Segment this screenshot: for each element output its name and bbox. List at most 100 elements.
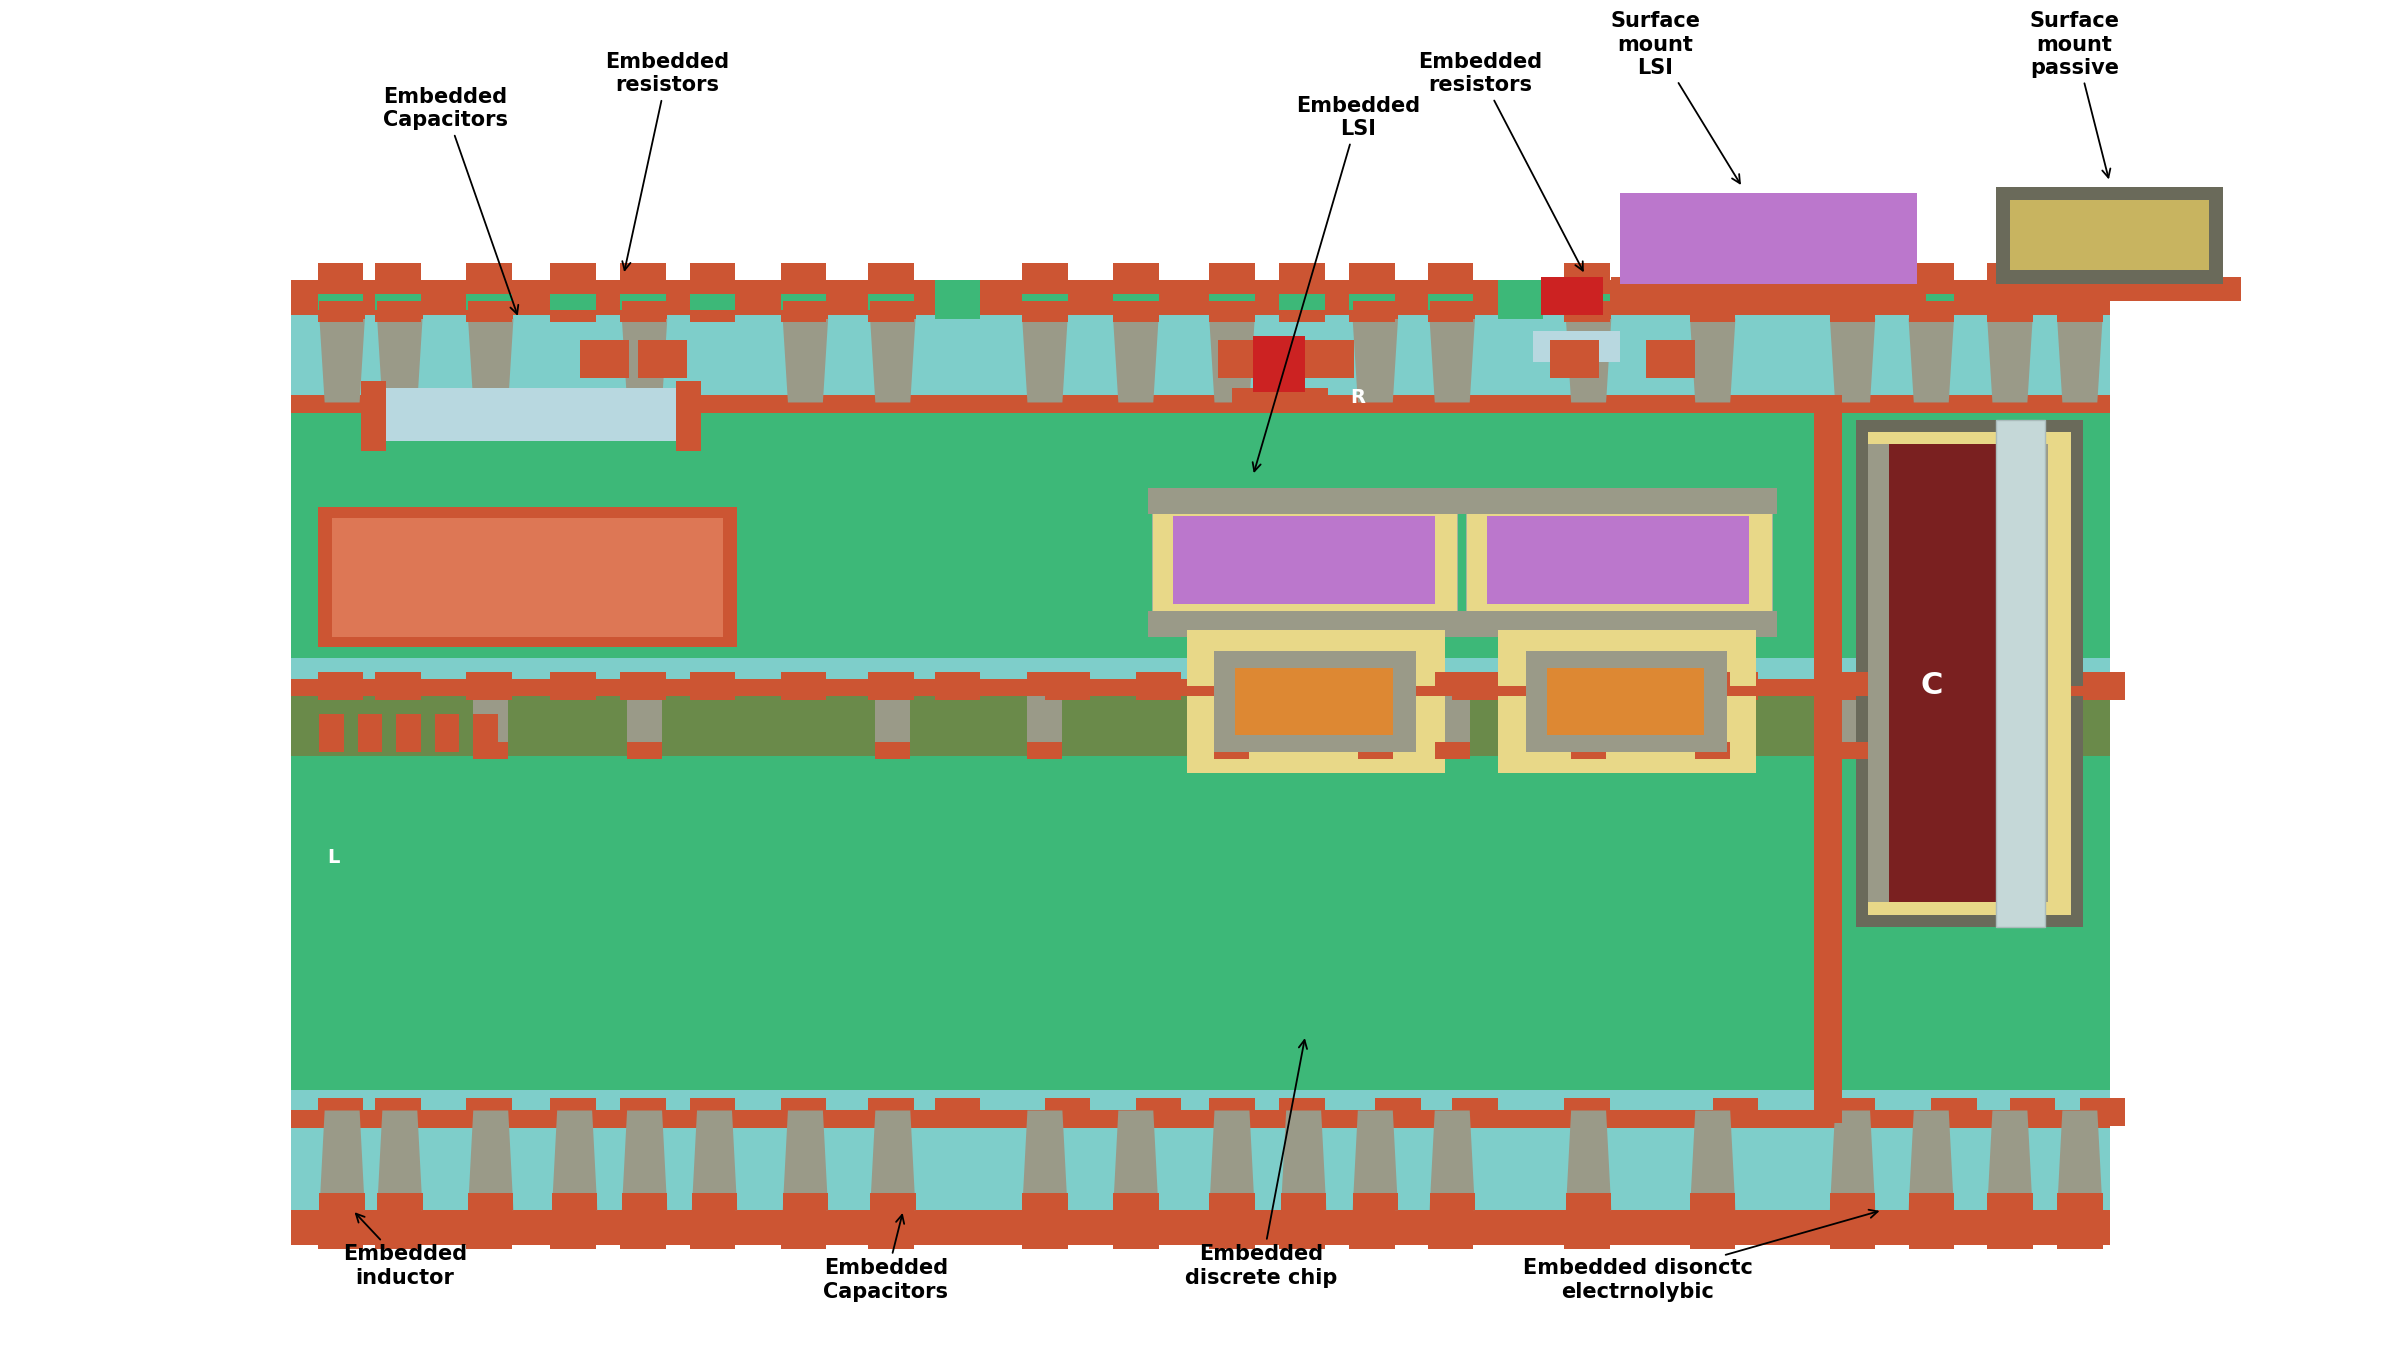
Text: Embedded
Capacitors: Embedded Capacitors <box>824 1215 948 1301</box>
Bar <box>291 686 2110 697</box>
Bar <box>1172 516 1436 603</box>
Bar <box>1023 1192 1068 1210</box>
Bar <box>375 263 420 294</box>
Bar <box>1044 672 1090 699</box>
Polygon shape <box>1909 1111 1954 1210</box>
Bar <box>780 309 826 323</box>
Polygon shape <box>1914 682 1950 756</box>
Bar <box>317 672 363 699</box>
Polygon shape <box>1028 682 1061 756</box>
Bar <box>1215 741 1249 759</box>
Bar <box>291 1210 2110 1245</box>
Bar <box>619 309 665 323</box>
Bar <box>1136 1099 1181 1126</box>
Bar <box>1563 309 1609 323</box>
Bar <box>550 1099 595 1126</box>
Polygon shape <box>552 1111 598 1210</box>
Polygon shape <box>1690 1111 1736 1210</box>
Bar <box>2058 279 2103 319</box>
Bar <box>1909 301 1954 319</box>
Bar <box>317 263 363 294</box>
Bar <box>375 309 420 323</box>
Polygon shape <box>622 319 667 402</box>
Bar <box>1834 672 1870 690</box>
Bar <box>934 279 980 319</box>
Bar <box>291 1115 2110 1126</box>
Polygon shape <box>1909 319 1954 402</box>
Bar <box>1023 301 1068 319</box>
Bar <box>1621 193 1918 284</box>
Bar <box>1563 1099 1609 1126</box>
Bar <box>1436 672 1469 690</box>
Bar <box>689 672 735 699</box>
Bar <box>1712 672 1758 699</box>
Text: Embedded disonctc
electrnolybic: Embedded disonctc electrnolybic <box>1522 1210 1878 1301</box>
Bar <box>1988 1210 2034 1249</box>
Bar <box>1148 610 1462 637</box>
Bar <box>1453 672 1498 699</box>
Bar <box>1237 668 1393 734</box>
Polygon shape <box>1695 682 1731 756</box>
Bar <box>1152 502 1457 625</box>
Bar <box>1136 672 1181 699</box>
Bar <box>869 672 915 699</box>
Bar <box>689 1099 735 1126</box>
Polygon shape <box>1114 319 1160 402</box>
Polygon shape <box>783 1111 828 1210</box>
Bar <box>2079 672 2125 699</box>
Bar <box>473 741 509 759</box>
Bar <box>1253 336 1306 391</box>
Bar <box>291 682 2110 756</box>
Bar <box>1210 672 1256 699</box>
Bar <box>1352 1192 1397 1210</box>
Bar <box>1210 1099 1256 1126</box>
Bar <box>435 714 459 752</box>
Bar <box>1695 672 1731 690</box>
Bar <box>783 1192 828 1210</box>
Bar <box>550 309 595 323</box>
Bar <box>1429 301 1474 319</box>
Bar <box>1909 279 1954 319</box>
Bar <box>1815 396 1842 1123</box>
Bar <box>783 301 828 319</box>
Bar <box>1467 502 1772 625</box>
Bar <box>466 672 511 699</box>
Bar <box>1690 309 1736 323</box>
Polygon shape <box>468 319 514 402</box>
Polygon shape <box>319 1111 365 1210</box>
Bar <box>1498 629 1758 774</box>
Bar <box>1830 301 1875 319</box>
Bar <box>2010 672 2055 699</box>
Polygon shape <box>869 1111 915 1210</box>
Bar <box>1830 1210 1875 1249</box>
Bar <box>1914 741 1950 759</box>
Bar <box>1359 672 1393 690</box>
Bar <box>466 263 511 294</box>
Bar <box>1210 1192 1256 1210</box>
Polygon shape <box>627 682 663 756</box>
Bar <box>2010 200 2209 270</box>
Bar <box>869 301 915 319</box>
Bar <box>689 1210 735 1249</box>
Bar <box>1690 1210 1736 1249</box>
Bar <box>1830 1192 1875 1210</box>
Bar <box>375 279 420 319</box>
Bar <box>869 1192 915 1210</box>
Polygon shape <box>1834 682 1870 756</box>
Bar <box>1210 263 1256 294</box>
Bar <box>627 741 663 759</box>
Bar <box>1995 420 2046 927</box>
Bar <box>1217 340 1268 378</box>
Bar <box>468 301 514 319</box>
Bar <box>1930 672 1976 699</box>
Bar <box>1988 263 2034 294</box>
Bar <box>2058 263 2103 294</box>
Bar <box>1690 263 1736 294</box>
Text: Surface
mount
passive: Surface mount passive <box>2029 11 2120 178</box>
Text: Embedded
inductor: Embedded inductor <box>343 1214 468 1288</box>
Bar <box>1210 1210 1256 1249</box>
Polygon shape <box>1830 319 1875 402</box>
Bar <box>466 309 511 323</box>
Polygon shape <box>622 1111 667 1210</box>
Bar <box>466 1210 511 1249</box>
